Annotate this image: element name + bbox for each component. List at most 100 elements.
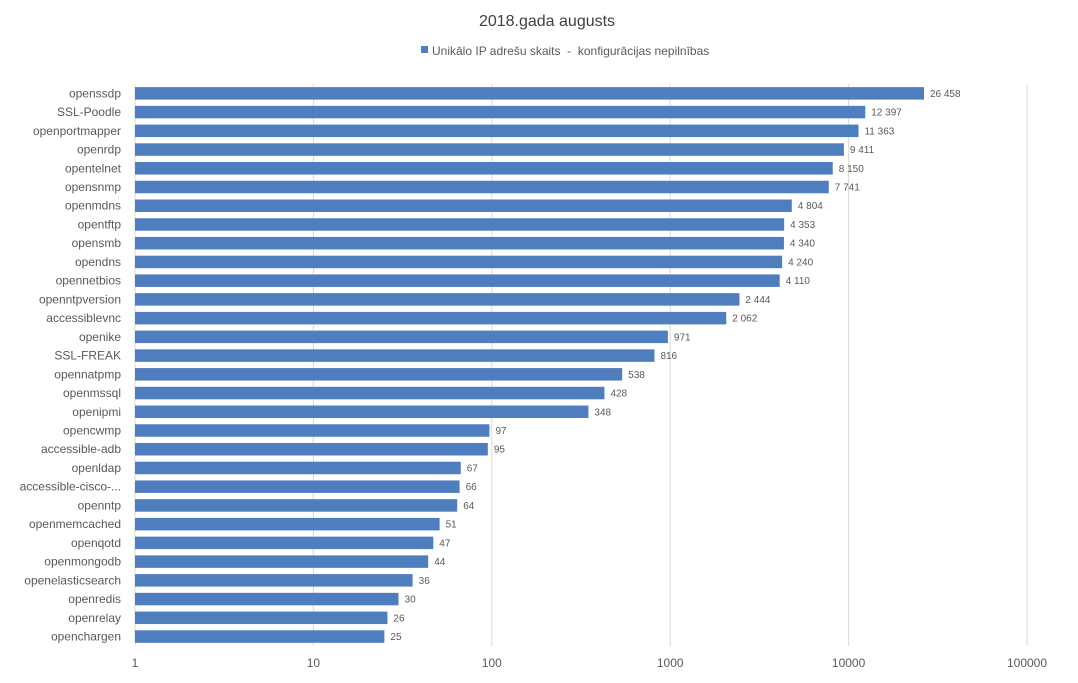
category-label: openmemcached <box>29 517 121 531</box>
data-label: 4 340 <box>790 239 815 250</box>
bar <box>135 555 429 568</box>
x-tick-label: 100 <box>482 656 502 670</box>
data-label: 95 <box>494 445 506 456</box>
x-axis-tick-labels: 1 10 100 1000 10000 100000 <box>132 656 1048 670</box>
category-label: opensmb <box>72 236 122 250</box>
chart-title: 2018.gada augusts <box>479 13 615 30</box>
category-label: opennetbios <box>56 274 121 288</box>
category-label: openntp <box>78 498 122 512</box>
x-tick-label: 1000 <box>657 656 684 670</box>
data-label: 348 <box>594 407 611 418</box>
bar <box>135 330 668 344</box>
bar <box>135 536 434 550</box>
x-tick-label: 100000 <box>1007 656 1047 670</box>
category-labels: openssdp SSL-Poodle openportmapper openrdp o… <box>20 86 122 643</box>
data-label: 428 <box>610 389 627 400</box>
category-label: openmdns <box>65 199 121 213</box>
data-label: 12 397 <box>871 108 902 119</box>
category-label: openchargen <box>51 630 121 644</box>
category-label: opennatpmp <box>54 367 121 381</box>
bar <box>135 630 385 643</box>
category-label: SSL-FREAK <box>54 349 121 363</box>
data-label: 9 411 <box>850 145 875 156</box>
data-label: 47 <box>439 538 451 549</box>
bar <box>135 124 859 138</box>
category-label: openredis <box>68 592 121 606</box>
data-label: 66 <box>466 482 478 493</box>
bar <box>135 218 785 231</box>
data-label: 30 <box>405 595 417 606</box>
category-label: openrelay <box>68 611 121 625</box>
bar <box>135 293 740 306</box>
bar <box>135 499 458 512</box>
data-label: 816 <box>660 351 677 362</box>
bars <box>135 87 924 643</box>
category-label: accessible-adb <box>41 442 121 456</box>
bar <box>135 311 727 325</box>
x-tick-label: 1 <box>132 656 139 670</box>
bar <box>135 611 388 625</box>
data-label: 8 150 <box>839 164 864 175</box>
data-label: 4 804 <box>798 201 823 212</box>
data-label: 36 <box>419 576 431 587</box>
bar <box>135 87 924 100</box>
bar <box>135 349 655 362</box>
data-label: 538 <box>628 370 645 381</box>
category-label: opendns <box>75 255 121 269</box>
category-label: openike <box>79 330 121 344</box>
bar <box>135 105 866 119</box>
data-label: 2 062 <box>732 314 757 325</box>
data-label: 97 <box>495 426 507 437</box>
bar <box>135 274 780 287</box>
category-label: opentelnet <box>65 161 122 175</box>
data-label: 25 <box>390 632 402 643</box>
bar <box>135 424 490 437</box>
category-label: openmongodb <box>44 555 121 569</box>
gridlines <box>134 84 1028 646</box>
category-label: openmssql <box>63 386 121 400</box>
data-label: 4 353 <box>790 220 815 231</box>
category-label: accessiblevnc <box>46 311 121 325</box>
data-label: 2 444 <box>745 295 770 306</box>
bar <box>135 368 623 381</box>
category-label: opencwmp <box>63 424 121 438</box>
category-label: openrdp <box>77 143 121 157</box>
category-label: opentftp <box>78 217 122 231</box>
category-label: openntpversion <box>39 292 121 306</box>
bar <box>135 199 792 212</box>
bar <box>135 255 783 269</box>
value-labels: 26 458 12 397 11 363 9 411 8 150 7 741 4 804 4 … <box>390 89 961 643</box>
category-label: opensnmp <box>65 180 121 194</box>
bar <box>135 386 605 400</box>
bar <box>135 480 460 493</box>
bar <box>135 143 844 156</box>
category-label: openqotd <box>71 536 121 550</box>
legend-label: Unikālo IP adrešu skaits - konfigurācija… <box>432 44 709 58</box>
data-label: 64 <box>463 501 475 512</box>
category-label: openldap <box>72 461 122 475</box>
x-tick-label: 10000 <box>832 656 866 670</box>
category-label: openelasticsearch <box>24 573 121 587</box>
bar <box>135 405 589 419</box>
data-label: 51 <box>446 520 458 531</box>
legend: Unikālo IP adrešu skaits - konfigurācija… <box>421 44 709 58</box>
bar <box>135 592 399 606</box>
x-tick-label: 10 <box>307 656 321 670</box>
data-label: 11 363 <box>864 126 894 137</box>
category-label: openssdp <box>69 86 121 100</box>
data-label: 44 <box>434 557 446 568</box>
data-label: 67 <box>467 463 479 474</box>
legend-swatch <box>421 46 428 53</box>
bar <box>135 162 833 175</box>
data-label: 26 <box>393 613 405 624</box>
bar <box>135 180 829 194</box>
category-label: openportmapper <box>33 124 121 138</box>
bar <box>135 442 488 456</box>
data-label: 4 240 <box>788 257 813 268</box>
bar <box>135 517 440 531</box>
data-label: 971 <box>674 332 691 343</box>
bar <box>135 574 413 587</box>
data-label: 7 741 <box>835 183 860 194</box>
bar <box>135 236 784 250</box>
